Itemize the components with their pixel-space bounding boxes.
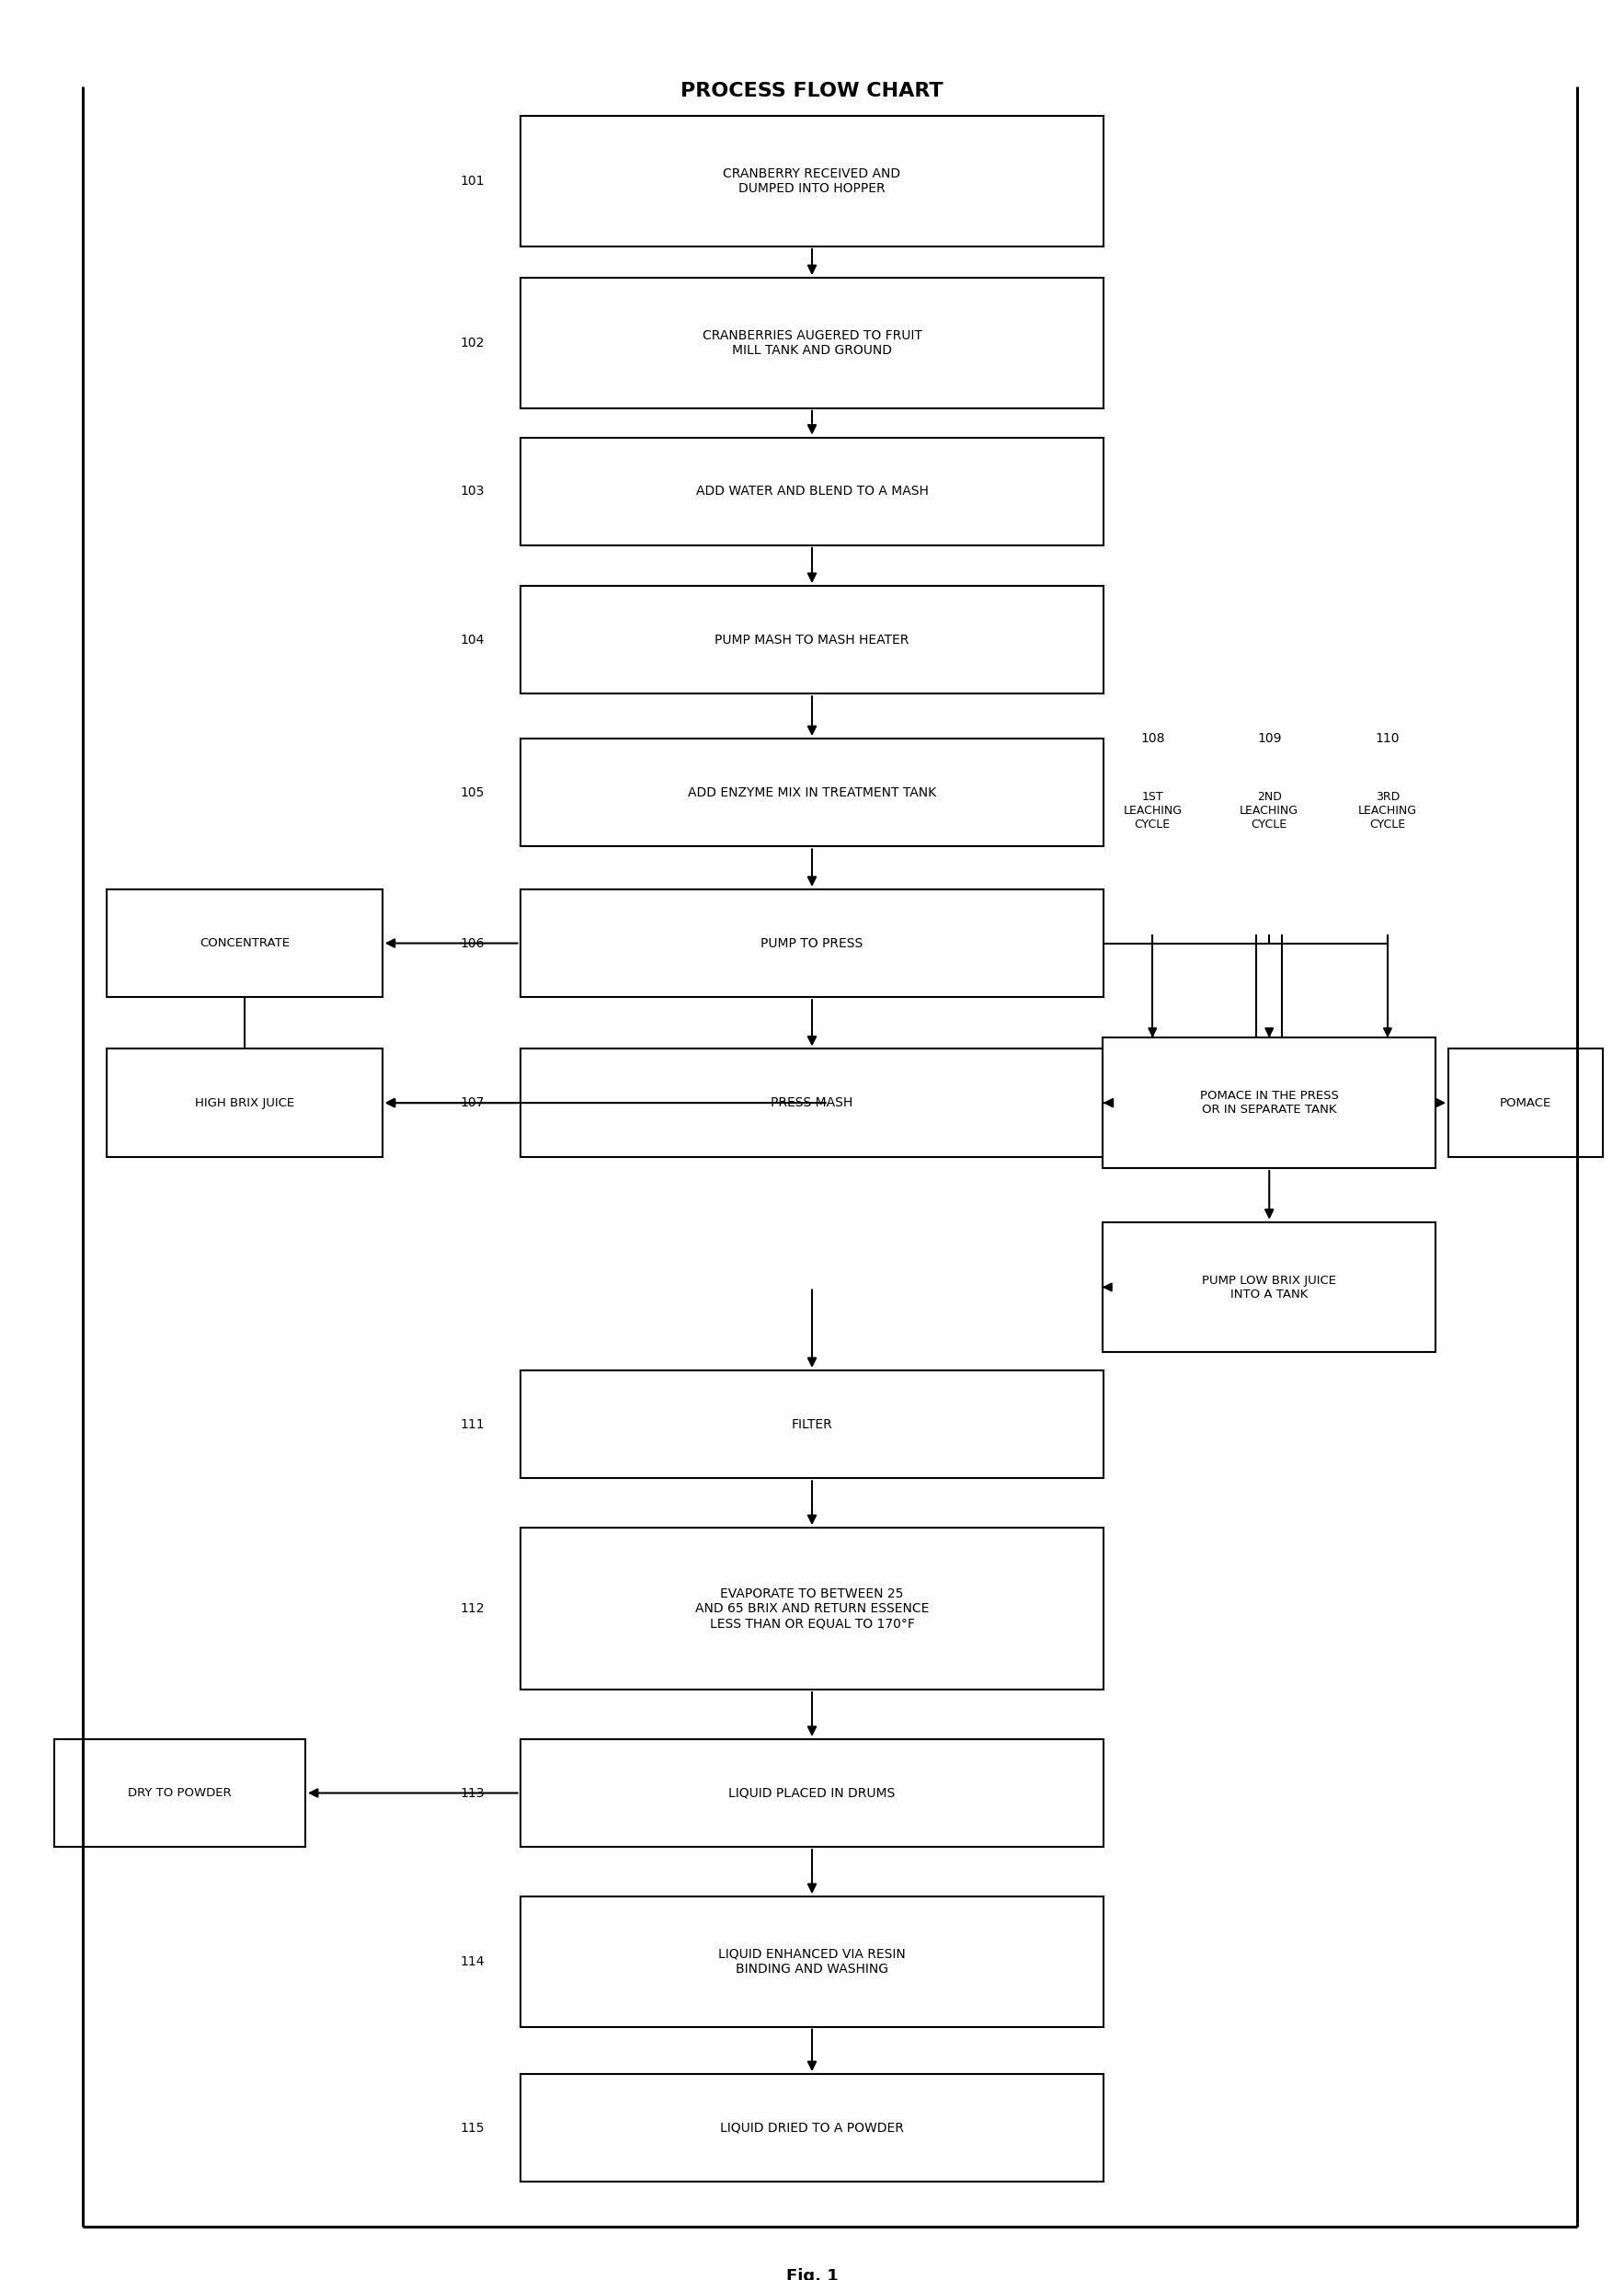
FancyBboxPatch shape	[520, 1049, 1104, 1156]
FancyBboxPatch shape	[1103, 1037, 1436, 1167]
Text: 1ST
LEACHING
CYCLE: 1ST LEACHING CYCLE	[1124, 791, 1182, 830]
Text: 109: 109	[1257, 732, 1281, 746]
Text: 111: 111	[460, 1418, 484, 1432]
Text: 103: 103	[460, 486, 484, 497]
Text: 110: 110	[1376, 732, 1400, 746]
Text: HIGH BRIX JUICE: HIGH BRIX JUICE	[195, 1097, 294, 1108]
Text: 114: 114	[460, 1956, 484, 1968]
Text: 105: 105	[460, 787, 484, 798]
Text: CONCENTRATE: CONCENTRATE	[200, 937, 289, 948]
Text: LIQUID DRIED TO A POWDER: LIQUID DRIED TO A POWDER	[719, 2123, 905, 2134]
Text: 107: 107	[460, 1097, 484, 1110]
Text: FILTER: FILTER	[791, 1418, 833, 1432]
Text: 113: 113	[460, 1788, 484, 1799]
Text: PUMP LOW BRIX JUICE
INTO A TANK: PUMP LOW BRIX JUICE INTO A TANK	[1202, 1275, 1337, 1300]
Text: 112: 112	[460, 1603, 484, 1614]
Text: Fig. 1: Fig. 1	[786, 2269, 838, 2280]
FancyBboxPatch shape	[107, 1049, 382, 1156]
Text: LIQUID ENHANCED VIA RESIN
BINDING AND WASHING: LIQUID ENHANCED VIA RESIN BINDING AND WA…	[718, 1947, 906, 1974]
Text: PROCESS FLOW CHART: PROCESS FLOW CHART	[680, 82, 944, 100]
Text: 115: 115	[460, 2123, 484, 2134]
Text: 108: 108	[1140, 732, 1164, 746]
FancyBboxPatch shape	[1103, 1222, 1436, 1352]
FancyBboxPatch shape	[520, 1897, 1104, 2027]
FancyBboxPatch shape	[520, 438, 1104, 545]
Text: 102: 102	[460, 337, 484, 349]
Text: PUMP MASH TO MASH HEATER: PUMP MASH TO MASH HEATER	[715, 634, 909, 645]
Text: 106: 106	[460, 937, 484, 951]
FancyBboxPatch shape	[520, 1370, 1104, 1477]
FancyBboxPatch shape	[520, 586, 1104, 693]
Text: EVAPORATE TO BETWEEN 25
AND 65 BRIX AND RETURN ESSENCE
LESS THAN OR EQUAL TO 170: EVAPORATE TO BETWEEN 25 AND 65 BRIX AND …	[695, 1587, 929, 1630]
FancyBboxPatch shape	[107, 889, 382, 996]
Text: POMACE IN THE PRESS
OR IN SEPARATE TANK: POMACE IN THE PRESS OR IN SEPARATE TANK	[1200, 1090, 1338, 1115]
Text: ADD ENZYME MIX IN TREATMENT TANK: ADD ENZYME MIX IN TREATMENT TANK	[689, 787, 935, 798]
Text: PUMP TO PRESS: PUMP TO PRESS	[762, 937, 862, 951]
FancyBboxPatch shape	[520, 116, 1104, 246]
Text: LIQUID PLACED IN DRUMS: LIQUID PLACED IN DRUMS	[729, 1788, 895, 1799]
FancyBboxPatch shape	[1449, 1049, 1603, 1156]
FancyBboxPatch shape	[520, 278, 1104, 408]
Text: 3RD
LEACHING
CYCLE: 3RD LEACHING CYCLE	[1358, 791, 1418, 830]
Text: DRY TO POWDER: DRY TO POWDER	[128, 1788, 232, 1799]
Text: 101: 101	[460, 176, 484, 187]
Text: CRANBERRY RECEIVED AND
DUMPED INTO HOPPER: CRANBERRY RECEIVED AND DUMPED INTO HOPPE…	[723, 166, 901, 196]
Text: CRANBERRIES AUGERED TO FRUIT
MILL TANK AND GROUND: CRANBERRIES AUGERED TO FRUIT MILL TANK A…	[702, 328, 922, 358]
FancyBboxPatch shape	[54, 1740, 305, 1847]
FancyBboxPatch shape	[520, 739, 1104, 846]
Text: PRESS MASH: PRESS MASH	[771, 1097, 853, 1110]
Text: POMACE: POMACE	[1499, 1097, 1551, 1108]
FancyBboxPatch shape	[520, 1740, 1104, 1847]
FancyBboxPatch shape	[520, 2075, 1104, 2182]
Text: ADD WATER AND BLEND TO A MASH: ADD WATER AND BLEND TO A MASH	[695, 486, 929, 497]
FancyBboxPatch shape	[520, 889, 1104, 996]
Text: 104: 104	[460, 634, 484, 645]
FancyBboxPatch shape	[520, 1528, 1104, 1689]
Text: 2ND
LEACHING
CYCLE: 2ND LEACHING CYCLE	[1239, 791, 1299, 830]
